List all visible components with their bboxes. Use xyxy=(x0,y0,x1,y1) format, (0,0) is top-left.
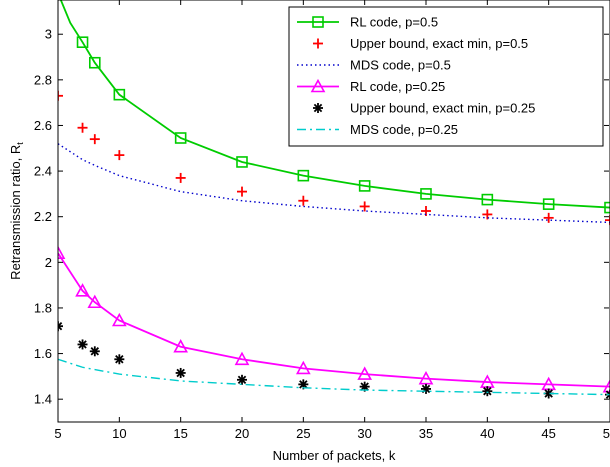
x-tick-label: 15 xyxy=(173,426,187,441)
y-tick-label: 1.8 xyxy=(34,300,52,315)
x-tick-label: 5 xyxy=(54,426,61,441)
series-line xyxy=(58,143,610,224)
series-3 xyxy=(58,143,610,224)
y-tick-label: 2.2 xyxy=(34,209,52,224)
data-point-triangle xyxy=(234,351,250,366)
data-point-triangle xyxy=(173,339,189,353)
data-point-square xyxy=(89,56,101,69)
legend-label: RL code, p=0.25 xyxy=(350,79,445,94)
series-line xyxy=(59,0,610,209)
data-point-triangle xyxy=(295,360,311,375)
legend-item: Upper bound, exact min, p=0.5 xyxy=(313,36,528,51)
y-tick-label: 1.4 xyxy=(34,392,52,407)
y-tick-label: 2 xyxy=(45,255,52,270)
legend-item: RL code, p=0.25 xyxy=(297,78,445,94)
data-point-triangle xyxy=(418,370,434,385)
legend-item: MDS code, p=0.25 xyxy=(297,122,458,137)
data-point-plus xyxy=(298,195,309,206)
series-line xyxy=(58,358,610,396)
data-point-triangle xyxy=(111,312,127,327)
legend-label: RL code, p=0.5 xyxy=(350,15,438,30)
data-point-plus xyxy=(359,201,370,212)
data-point-triangle xyxy=(75,283,90,297)
y-tick-label: 1.6 xyxy=(34,346,52,361)
x-tick-label: 50 xyxy=(603,426,610,441)
series-6 xyxy=(58,358,610,396)
data-point-asterisk xyxy=(421,383,431,394)
data-point-plus xyxy=(175,172,186,183)
data-point-asterisk xyxy=(298,379,309,390)
data-point-triangle xyxy=(58,245,66,260)
data-point-plus xyxy=(58,90,63,101)
plot-frame xyxy=(57,0,610,423)
y-tick-label: 3 xyxy=(45,27,52,42)
data-point-square xyxy=(297,169,310,182)
x-tick-label: 30 xyxy=(357,426,371,441)
data-point-plus xyxy=(605,215,610,226)
data-point-asterisk xyxy=(89,346,100,357)
data-point-square xyxy=(236,156,248,168)
axis-layer: 5 10 15 20 25 30 35 40 45 50 1.4 1.6 1.8 2 2.2 2.4 2.6 2.… xyxy=(34,0,610,441)
x-tick-label: 40 xyxy=(480,426,494,441)
series-layer xyxy=(58,0,610,400)
data-point-asterisk xyxy=(114,354,125,365)
data-point-asterisk xyxy=(77,339,88,350)
data-point-plus xyxy=(313,38,323,49)
x-tick-label: 45 xyxy=(541,426,555,441)
data-point-asterisk xyxy=(313,103,323,113)
legend: RL code, p=0.5 Upper bound, exact min, p=… xyxy=(288,6,604,147)
legend-item: MDS code, p=0.5 xyxy=(297,58,451,73)
data-point-square xyxy=(113,88,126,101)
series-line xyxy=(58,252,610,388)
data-point-plus xyxy=(77,122,88,133)
y-tick-label: 2.8 xyxy=(34,72,52,87)
data-point-asterisk xyxy=(175,367,186,378)
data-point-square xyxy=(604,201,610,214)
y-axis-label-main: Retransmission ratio, R xyxy=(8,145,23,280)
x-tick-label: 10 xyxy=(112,426,126,441)
data-point-triangle xyxy=(87,294,103,309)
legend-label: MDS code, p=0.5 xyxy=(350,58,451,73)
series-4 xyxy=(58,245,610,393)
y-tick-label: 2.6 xyxy=(34,118,52,133)
data-point-square xyxy=(312,16,324,28)
data-point-asterisk xyxy=(482,386,493,397)
data-point-square xyxy=(174,132,187,144)
legend-item: RL code, p=0.5 xyxy=(297,15,438,30)
data-point-triangle xyxy=(310,78,326,93)
x-axis-label: Number of packets, k xyxy=(273,448,396,463)
data-point-square xyxy=(542,198,555,210)
data-point-plus xyxy=(237,186,247,197)
series-1 xyxy=(59,0,610,214)
data-point-triangle xyxy=(602,378,610,393)
data-point-asterisk xyxy=(237,374,247,385)
legend-label: MDS code, p=0.25 xyxy=(350,122,458,137)
data-point-plus xyxy=(89,134,100,145)
series-2 xyxy=(58,90,610,226)
data-point-square xyxy=(420,188,432,200)
y-axis-label-subscript: t xyxy=(15,142,25,145)
series-5 xyxy=(58,321,610,400)
y-axis-label: Retransmission ratio, Rt xyxy=(8,142,25,280)
data-point-asterisk xyxy=(58,321,63,332)
data-point-plus xyxy=(114,150,125,161)
legend-item: Upper bound, exact min, p=0.25 xyxy=(313,101,535,116)
legend-label: Upper bound, exact min, p=0.5 xyxy=(350,36,528,51)
data-point-square xyxy=(358,180,371,192)
data-point-plus xyxy=(543,212,554,223)
y-tick-label: 2.4 xyxy=(34,164,52,179)
legend-label: Upper bound, exact min, p=0.25 xyxy=(350,101,535,116)
legend-box xyxy=(288,6,604,147)
data-point-plus xyxy=(482,209,493,220)
x-tick-label: 35 xyxy=(419,426,433,441)
data-point-triangle xyxy=(357,366,373,380)
data-point-square xyxy=(76,36,89,49)
data-point-square xyxy=(481,193,494,206)
x-tick-label: 20 xyxy=(235,426,249,441)
x-tick-label: 25 xyxy=(296,426,310,441)
